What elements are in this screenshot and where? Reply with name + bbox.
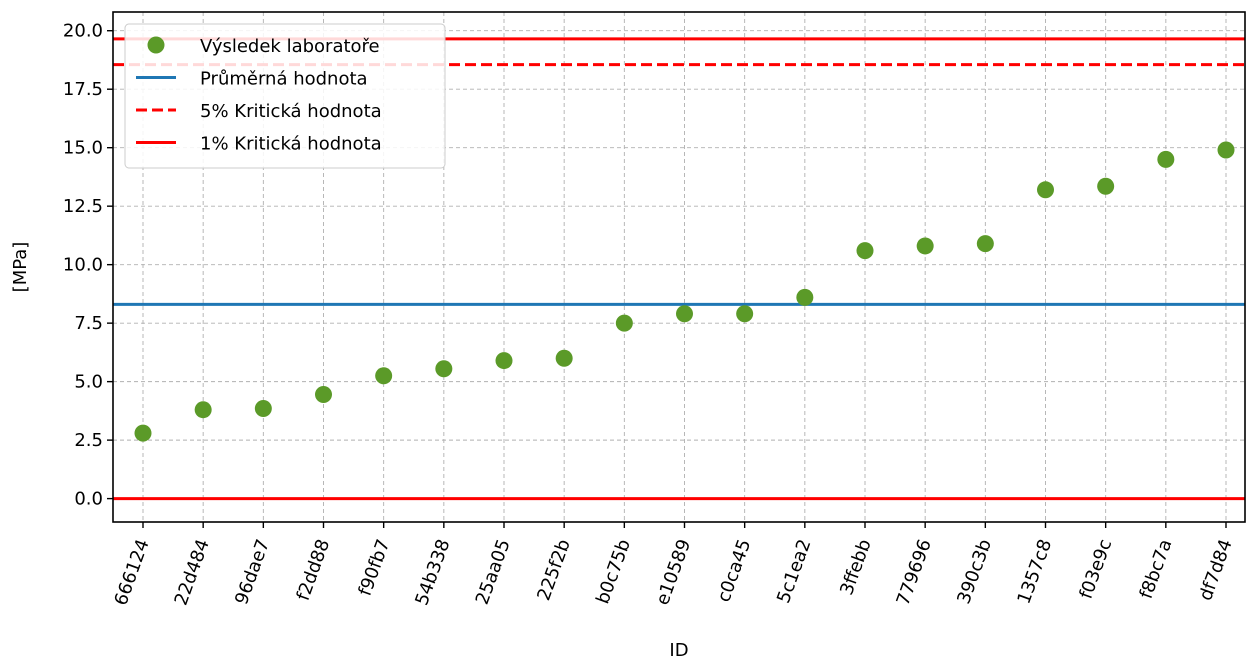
x-tick-label: f03e9c [1076, 537, 1117, 602]
data-point [976, 235, 994, 253]
data-point [254, 400, 272, 418]
data-points [134, 141, 1235, 442]
data-point [134, 424, 152, 442]
data-point [796, 288, 814, 306]
x-axis-label: ID [669, 640, 688, 661]
data-point [1037, 181, 1054, 199]
x-tick-label: f8bc7a [1136, 537, 1177, 602]
data-point [1217, 141, 1235, 159]
x-tick-label: df7d84 [1195, 537, 1236, 604]
data-point [1097, 177, 1115, 195]
legend: Výsledek laboratoře Průměrná hodnota 5% Kr… [124, 23, 446, 169]
x-tick-label: 666124 [110, 537, 153, 609]
y-tick-label: 17.5 [63, 79, 103, 100]
legend-label: Průměrná hodnota [200, 69, 368, 90]
data-point [856, 242, 874, 260]
x-tick-label: b0c75b [592, 537, 635, 607]
x-tick-label: e10589 [652, 537, 695, 608]
y-axis-label: [MPa] [10, 242, 31, 293]
x-tick-label: 22d484 [171, 537, 214, 609]
y-tick-label: 10.0 [63, 255, 103, 276]
data-point [555, 349, 573, 367]
x-tick-label: c0ca45 [713, 537, 755, 605]
x-tick-label: f2dd88 [293, 537, 334, 604]
x-tick-label: 1357c8 [1013, 537, 1056, 607]
x-tick-label: 96dae7 [231, 537, 274, 608]
y-tick-label: 5.0 [74, 372, 103, 393]
x-tick-label: 779696 [893, 537, 936, 609]
x-tick-label: 5c1ea2 [773, 537, 815, 607]
data-point [736, 305, 754, 323]
x-tick-label: 225f2b [533, 537, 574, 604]
data-point [194, 401, 212, 419]
data-point [435, 360, 453, 378]
y-tick-label: 12.5 [63, 196, 103, 217]
x-tick-label: f90fb7 [355, 537, 395, 599]
y-tick-label: 15.0 [63, 138, 103, 159]
legend-label: Výsledek laboratoře [200, 36, 380, 57]
y-tick-label: 20.0 [63, 21, 103, 42]
legend-label: 1% Kritická hodnota [200, 134, 382, 155]
reference-lines [113, 37, 1245, 501]
x-tick-label: 390c3b [953, 537, 996, 607]
data-point [315, 386, 332, 403]
y-tick-label: 2.5 [74, 430, 103, 451]
legend-box [124, 23, 446, 169]
data-point [916, 237, 934, 255]
x-tick-label: 25aa05 [472, 537, 515, 608]
data-point [495, 352, 513, 370]
legend-label: 5% Kritická hodnota [200, 101, 382, 122]
data-point [1157, 150, 1175, 168]
data-point [375, 367, 393, 385]
legend-marker [147, 36, 165, 54]
x-tick-label: 54b338 [411, 537, 454, 609]
x-tick-label: 3ffebb [836, 537, 875, 598]
y-tick-label: 7.5 [74, 313, 103, 334]
y-tick-label: 0.0 [74, 489, 103, 510]
data-point [676, 305, 693, 323]
data-point [615, 314, 633, 332]
plot-frame [112, 11, 1246, 523]
